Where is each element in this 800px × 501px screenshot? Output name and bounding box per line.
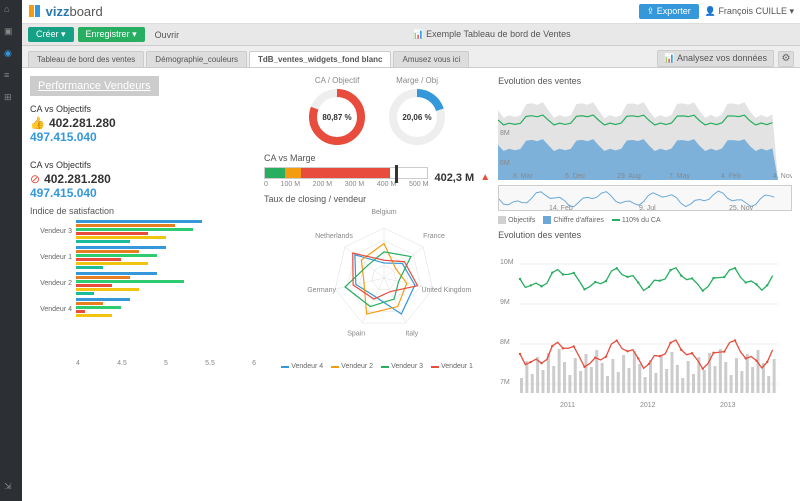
svg-text:6. Dec: 6. Dec [565,173,586,180]
kpi-ca-objectifs-1: CA vs Objectifs 👍402.281.280 497.415.040 [30,104,256,144]
chart-title-satisfaction: Indice de satisfaction [30,206,256,216]
area-chart: 8M 6M8. Mar 6. Dec 29. Aug 7. May 4. Feb 4. No… [498,90,792,180]
line-chart-2: 10M 9M 8M 7M 2011 2012 2013 [498,244,792,409]
settings-icon[interactable]: ⚙ [778,51,794,67]
svg-text:6M: 6M [500,160,510,167]
svg-text:20,06 %: 20,06 % [402,113,431,122]
svg-text:Netherlands: Netherlands [315,233,353,240]
donut-marge-obj: Marge / Obj 20,06 % [387,76,447,147]
svg-text:7. May: 7. May [669,173,691,180]
svg-text:France: France [423,233,445,240]
sliders-icon[interactable]: ⊞ [4,92,18,106]
svg-text:14. Feb: 14. Feb [549,205,573,211]
donut-ca-objectif: CA / Objectif 80,87 % [307,76,367,147]
radar-chart: Belgium France United Kingdom Italy Spain Ger… [264,208,490,358]
save-button[interactable]: Enregistrer ▾ [78,27,145,42]
chart-title-radar: Taux de closing / vendeur [264,194,490,204]
sparkline: 14. Feb 9. Jul 25. Nov [498,185,792,211]
svg-text:9M: 9M [500,299,510,306]
chart-title-gauge: CA vs Marge [264,153,490,163]
left-rail: ⌂ ▣ ◉ ≡ ⊞ ⇲ [0,0,22,501]
section-title-performance: Performance Vendeurs [30,76,159,96]
home-icon[interactable]: ⌂ [4,4,18,18]
svg-text:United Kingdom: United Kingdom [422,287,472,294]
svg-text:Belgium: Belgium [371,209,396,216]
svg-text:Germany: Germany [307,287,336,294]
svg-text:10M: 10M [500,259,514,266]
svg-text:Spain: Spain [347,331,365,338]
svg-text:4. Nov: 4. Nov [773,173,792,180]
logo: vizzboard [28,4,103,19]
dashboard-icon[interactable]: ◉ [4,48,18,62]
svg-text:25. Nov: 25. Nov [729,205,754,211]
toolbar: Créer ▾ Enregistrer ▾ Ouvrir 📊 Exemple T… [22,24,800,46]
svg-text:80,87 %: 80,87 % [322,113,351,122]
svg-text:2013: 2013 [720,402,736,409]
folder-icon[interactable]: ▣ [4,26,18,40]
svg-text:8. Mar: 8. Mar [513,173,534,180]
tab[interactable]: Tableau de bord des ventes [28,51,144,67]
open-button[interactable]: Ouvrir [149,28,186,42]
svg-text:2011: 2011 [560,402,575,409]
svg-text:8M: 8M [500,339,510,346]
svg-text:Italy: Italy [405,331,418,338]
topbar: vizzboard ⇪ Exporter 👤 François CUILLE ▾ [22,0,800,24]
kpi-ca-objectifs-2: CA vs Objectifs ⊘402.281.280 497.415.040 [30,160,256,200]
exit-icon[interactable]: ⇲ [4,481,18,495]
database-icon[interactable]: ≡ [4,70,18,84]
doc-title: 📊 Exemple Tableau de bord de Ventes [412,29,570,40]
chart-title-evolution-1: Evolution des ventes [498,76,792,86]
gauge-chart: 0100 M200 M300 M400 M500 M 402,3 M ▲ [264,167,490,188]
tab[interactable]: Amusez vous ici [393,51,469,67]
analyze-button[interactable]: 📊 Analysez vos données [657,50,774,67]
thumb-down-icon: ⊘ [30,172,40,186]
create-button[interactable]: Créer ▾ [28,27,74,42]
svg-text:29. Aug: 29. Aug [617,173,641,180]
satisfaction-chart: Vendeur 3Vendeur 1Vendeur 2Vendeur 4 [30,220,256,360]
tab[interactable]: TdB_ventes_widgets_fond blanc [249,51,391,67]
warning-icon: ▲ [480,172,490,183]
svg-text:2012: 2012 [640,402,656,409]
svg-text:4. Feb: 4. Feb [721,173,741,180]
chart-title-evolution-2: Evolution des ventes [498,230,792,240]
tabbar: Tableau de bord des ventesDémographie_co… [22,46,800,68]
tab[interactable]: Démographie_couleurs [146,51,247,67]
user-menu[interactable]: 👤 François CUILLE ▾ [705,6,794,17]
thumb-up-icon: 👍 [30,116,45,130]
svg-text:8M: 8M [500,130,510,137]
export-button[interactable]: ⇪ Exporter [639,4,699,19]
svg-text:7M: 7M [500,379,510,386]
svg-text:9. Jul: 9. Jul [639,205,656,211]
